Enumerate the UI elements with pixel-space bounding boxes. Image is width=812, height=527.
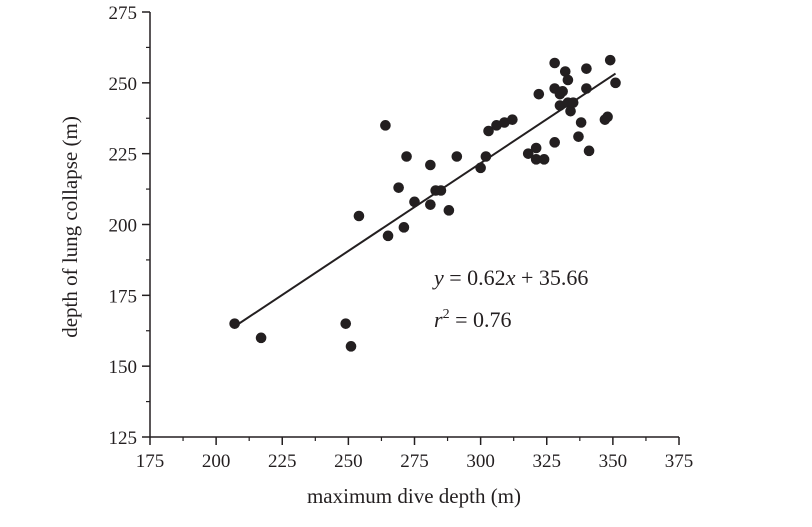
y-tick-label: 275 (109, 3, 138, 24)
data-point (393, 182, 404, 193)
data-point (530, 142, 542, 154)
x-tick-label: 350 (599, 451, 628, 472)
data-point (533, 88, 545, 100)
data-points (229, 54, 621, 352)
data-point (538, 154, 550, 165)
data-point (353, 210, 365, 222)
data-point (229, 318, 240, 329)
data-point (565, 105, 576, 117)
r-squared-value: = 0.76 (450, 307, 512, 332)
regression-equation: y = 0.62x + 35.66 (432, 265, 588, 290)
data-point (255, 332, 267, 344)
data-point (507, 114, 518, 125)
data-point (425, 159, 436, 171)
data-point (581, 63, 592, 74)
y-tick-label: 250 (109, 74, 138, 95)
x-tick-label: 250 (334, 451, 363, 472)
data-point (557, 86, 568, 97)
x-tick-label: 375 (665, 451, 694, 472)
data-point (435, 185, 447, 196)
data-point (475, 162, 486, 174)
data-point (567, 97, 579, 108)
x-tick-label: 225 (268, 451, 297, 472)
equation-y-var: y (432, 265, 444, 290)
equation-x-var: x (505, 265, 516, 290)
data-point (480, 151, 492, 162)
x-tick-label: 200 (202, 451, 231, 472)
data-point (340, 318, 352, 329)
r-squared-label: r2 = 0.76 (434, 307, 511, 332)
data-point (425, 199, 436, 210)
data-point (380, 120, 391, 131)
y-tick-label: 225 (109, 145, 138, 166)
regression-line (234, 72, 617, 328)
data-point (573, 131, 584, 142)
data-point (549, 137, 560, 148)
data-point (559, 66, 571, 77)
y-axis-title: depth of lung collapse (m) (58, 116, 82, 338)
data-point (483, 125, 494, 137)
data-point (581, 83, 592, 94)
data-point (522, 148, 534, 159)
x-tick-label: 275 (400, 451, 429, 472)
r-squared-exponent: 2 (443, 307, 450, 322)
data-point (604, 54, 616, 66)
data-point (530, 154, 542, 165)
data-point (575, 117, 587, 128)
data-point (345, 341, 357, 352)
x-tick-label: 175 (136, 451, 165, 472)
data-point (610, 77, 621, 89)
x-axis-title: maximum dive depth (m) (307, 484, 521, 508)
data-point (401, 151, 412, 162)
data-point (549, 57, 560, 69)
data-point (409, 196, 420, 208)
data-point (451, 151, 463, 162)
y-tick-label: 175 (109, 286, 138, 307)
y-tick-label: 200 (109, 216, 138, 237)
data-point (583, 145, 595, 157)
y-ticks: 125 150 175 200 225 250 275 (109, 3, 150, 449)
y-tick-label: 150 (109, 357, 138, 378)
data-point (602, 111, 613, 123)
data-point (398, 222, 410, 233)
r-squared-var: r (434, 307, 443, 332)
y-tick-label: 125 (109, 428, 138, 449)
data-point (443, 205, 455, 216)
equation-intercept: + 35.66 (515, 265, 588, 290)
x-ticks: 175 200 225 250 275 300 325 350 375 (136, 437, 694, 472)
x-tick-label: 325 (533, 451, 562, 472)
x-tick-label: 300 (466, 451, 495, 472)
data-point (382, 230, 394, 242)
equation-coefficient: = 0.62 (444, 265, 506, 290)
axes (149, 12, 679, 438)
data-point (562, 74, 574, 86)
